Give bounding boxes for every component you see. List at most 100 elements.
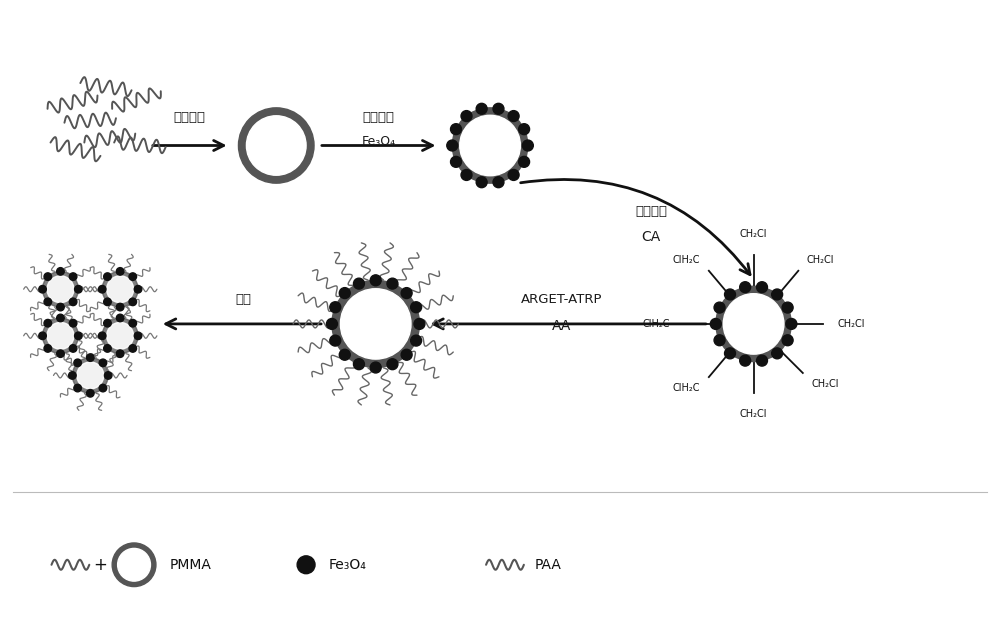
- Circle shape: [401, 287, 412, 299]
- Circle shape: [508, 111, 519, 121]
- Text: 溶剂挥发: 溶剂挥发: [174, 111, 206, 125]
- Circle shape: [353, 278, 364, 289]
- Text: ClH₂C: ClH₂C: [643, 319, 670, 329]
- Circle shape: [129, 273, 137, 281]
- Text: CH₂Cl: CH₂Cl: [837, 319, 865, 329]
- Text: +: +: [93, 556, 107, 574]
- Circle shape: [44, 320, 52, 327]
- Circle shape: [87, 389, 94, 397]
- Text: PMMA: PMMA: [170, 558, 212, 572]
- Circle shape: [104, 320, 111, 327]
- Circle shape: [493, 177, 504, 187]
- Circle shape: [99, 359, 107, 367]
- Circle shape: [757, 355, 767, 366]
- Circle shape: [57, 267, 64, 275]
- Circle shape: [340, 289, 411, 359]
- Circle shape: [476, 177, 487, 187]
- Circle shape: [116, 267, 124, 275]
- Text: 溶解: 溶解: [235, 292, 251, 306]
- Circle shape: [47, 323, 74, 349]
- Circle shape: [112, 543, 156, 587]
- Circle shape: [129, 298, 137, 306]
- Circle shape: [238, 108, 314, 183]
- Text: CH₂Cl: CH₂Cl: [740, 409, 767, 419]
- Text: Fe₃O₄: Fe₃O₄: [362, 135, 396, 148]
- Text: Fe₃O₄: Fe₃O₄: [329, 558, 367, 572]
- Circle shape: [47, 276, 74, 303]
- Circle shape: [104, 273, 111, 281]
- Circle shape: [134, 332, 142, 340]
- Text: CH₂Cl: CH₂Cl: [812, 379, 839, 389]
- Circle shape: [69, 345, 77, 352]
- Circle shape: [134, 286, 142, 293]
- Circle shape: [129, 320, 137, 327]
- Text: ARGET-ATRP: ARGET-ATRP: [521, 292, 602, 306]
- Circle shape: [39, 332, 46, 340]
- Circle shape: [77, 362, 104, 389]
- Circle shape: [493, 103, 504, 114]
- Circle shape: [75, 332, 82, 340]
- Circle shape: [330, 302, 341, 313]
- Circle shape: [98, 286, 106, 293]
- Circle shape: [74, 359, 81, 367]
- Circle shape: [116, 314, 124, 322]
- Circle shape: [339, 349, 350, 360]
- Circle shape: [723, 294, 784, 354]
- Circle shape: [39, 286, 46, 293]
- Circle shape: [69, 320, 77, 327]
- Circle shape: [116, 350, 124, 357]
- Text: AA: AA: [552, 319, 571, 333]
- Circle shape: [522, 140, 533, 151]
- Circle shape: [99, 384, 107, 392]
- Circle shape: [326, 318, 337, 330]
- Circle shape: [772, 348, 783, 359]
- Circle shape: [104, 298, 111, 306]
- Circle shape: [44, 298, 52, 306]
- Text: CA: CA: [642, 230, 661, 243]
- Text: 配体交换: 配体交换: [635, 206, 667, 218]
- Text: 配体交换: 配体交换: [363, 111, 395, 125]
- Circle shape: [69, 273, 77, 281]
- Text: ClH₂C: ClH₂C: [673, 383, 700, 393]
- Circle shape: [118, 548, 150, 581]
- Circle shape: [401, 349, 412, 360]
- Circle shape: [740, 282, 751, 292]
- Circle shape: [43, 271, 78, 307]
- Circle shape: [782, 335, 793, 346]
- Circle shape: [451, 124, 461, 135]
- Circle shape: [740, 355, 751, 366]
- Circle shape: [129, 345, 137, 352]
- Circle shape: [104, 345, 111, 352]
- Circle shape: [72, 358, 108, 393]
- Circle shape: [710, 318, 721, 330]
- Circle shape: [452, 108, 528, 183]
- Circle shape: [725, 289, 735, 300]
- Circle shape: [387, 359, 398, 370]
- Circle shape: [757, 282, 767, 292]
- Circle shape: [461, 169, 472, 181]
- Circle shape: [772, 289, 783, 300]
- Circle shape: [43, 318, 78, 353]
- Circle shape: [461, 111, 472, 121]
- Circle shape: [411, 335, 422, 346]
- Circle shape: [69, 298, 77, 306]
- Circle shape: [414, 318, 425, 330]
- Circle shape: [714, 302, 725, 313]
- Circle shape: [107, 323, 134, 349]
- Circle shape: [714, 335, 725, 346]
- Circle shape: [75, 286, 82, 293]
- Circle shape: [339, 287, 350, 299]
- Text: ClH₂C: ClH₂C: [673, 255, 700, 265]
- Circle shape: [107, 276, 134, 303]
- Circle shape: [102, 271, 138, 307]
- Circle shape: [411, 302, 422, 313]
- Circle shape: [370, 275, 381, 286]
- Text: PAA: PAA: [535, 558, 562, 572]
- Circle shape: [519, 157, 530, 167]
- Circle shape: [332, 281, 419, 367]
- Circle shape: [104, 372, 112, 379]
- Circle shape: [786, 318, 797, 330]
- Circle shape: [451, 157, 461, 167]
- Circle shape: [69, 372, 76, 379]
- Circle shape: [297, 556, 315, 574]
